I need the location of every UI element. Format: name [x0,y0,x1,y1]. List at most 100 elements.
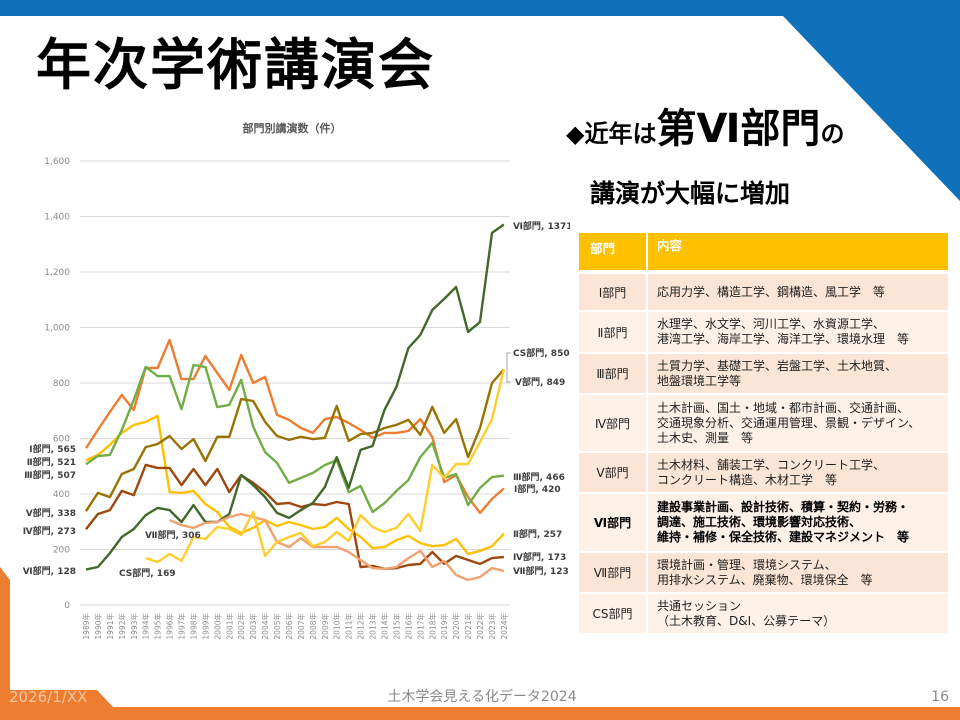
series-line-3 [85,363,505,514]
x-tick-label: 1999年 [200,613,210,640]
table-row: Ⅱ部門 水理学、水文学、河川工学、水資源工学、 港湾工学、海岸工学、海洋工学、環… [579,312,948,352]
table-row: Ⅳ部門 土木計画、国土・地域・都市計画、交通計画、 交通現象分析、交通運用管理、… [579,395,948,451]
x-tick-label: 2015年 [391,613,401,640]
content-line: 土質力学、基礎工学、岩盤工学、土木地質、 [657,358,898,373]
x-tick-label: 2016年 [403,613,413,640]
data-label-start: Ⅵ部門, 128 [23,565,76,577]
headline-post: の [820,120,845,148]
series-line-1 [84,338,505,515]
y-tick-label: 1,000 [44,324,70,334]
x-tick-label: 2024年 [499,613,509,640]
table-row: Ⅴ部門 土木材料、舗装工学、コンクリート工学、 コンクリート構造、木材工学 等 [579,453,948,492]
content-cell: 建設事業計画、設計技術、積算・契約・労務・ 調達、施工技術、環境影響対応技術、 … [646,494,948,551]
content-line: 建設事業計画、設計技術、積算・契約・労務・ [657,500,910,514]
data-label-end: Ⅴ部門, 849 [515,376,565,388]
series-lines [84,223,506,582]
x-tick-label: 2003年 [248,613,258,640]
top-blue-band [0,0,960,201]
content-line: 応用力学、構造工学、鋼構造、風工学 等 [657,284,886,299]
division-cell: Ⅴ部門 [596,466,629,480]
division-cell: Ⅶ部門 [593,566,632,580]
content-cell: 水理学、水文学、河川工学、水資源工学、 港湾工学、海岸工学、海洋工学、環境水理 … [646,312,948,352]
content-line: 調達、施工技術、環境影響対応技術、 [657,515,862,529]
line-chart: 部門別講演数（件） 0 200 400 600 800 1,000 1,200 1,400 1,… [23,121,570,640]
content-cell: 応用力学、構造工学、鋼構造、風工学 等 [646,274,948,310]
x-axis-tick-labels: 1989年 1990年 1991年 1992年 1993年 1994年 1995年 1996年… [81,613,509,640]
division-table: 部門 内容 Ⅰ部門 応用力学、構造工学、鋼構造、風工学 等 Ⅱ部門 水理学、水文… [579,233,948,635]
content-cell: 土木計画、国土・地域・都市計画、交通計画、 交通現象分析、交通運用管理、景観・デ… [646,395,948,451]
data-label-start: Ⅶ部門, 306 [145,529,201,541]
x-tick-label: 2006年 [284,613,294,640]
division-cell: Ⅳ部門 [594,416,631,431]
x-tick-label: 2004年 [260,613,270,640]
x-tick-label: 2000年 [212,613,222,640]
content-line: 維持・補修・保全技術、建設マネジメント 等 [657,530,910,544]
content-cell: 土木材料、舗装工学、コンクリート工学、 コンクリート構造、木材工学 等 [646,453,948,492]
x-tick-label: 2012年 [356,613,366,640]
x-tick-label: 1997年 [177,613,187,640]
x-tick-label: 2014年 [380,613,390,640]
y-tick-label: 600 [53,435,70,445]
series-line-2 [85,414,505,556]
series-line-4 [85,463,505,571]
division-cell: Ⅲ部門 [596,367,629,381]
content-line: 共通セッション [657,598,742,613]
data-label-end: CS部門, 850 [513,347,570,359]
y-tick-label: 800 [53,379,70,389]
x-tick-label: 2022年 [475,613,485,640]
x-tick-label: 2010年 [332,613,342,640]
headline-line-2: 講演が大幅に増加 [590,179,791,208]
series-line-8 [145,368,506,564]
x-tick-label: 2020年 [451,613,461,640]
headline-emphasis: 第Ⅵ部門 [656,106,821,152]
content-cell: 共通セッション （土木教育、D&I、公募テーマ） [646,594,948,633]
data-label-end: Ⅵ部門, 1371 [513,220,570,232]
x-tick-label: 2013年 [368,613,378,640]
table-row-highlighted: Ⅵ部門 建設事業計画、設計技術、積算・契約・労務・ 調達、施工技術、環境影響対応… [579,494,948,551]
data-label-start: Ⅰ部門, 565 [29,443,76,455]
headline-pre: 近年は [584,120,657,148]
y-tick-label: 200 [53,546,70,556]
header-division: 部門 [590,241,616,256]
header-content: 内容 [646,233,948,270]
content-line: 土木計画、国土・地域・都市計画、交通計画、 [657,400,910,415]
content-line: 交通現象分析、交通運用管理、景観・デザイン、 [657,415,921,430]
division-cell: CS部門 [592,607,633,621]
page-number: 16 [931,689,949,705]
content-line: コンクリート構造、木材工学 等 [657,472,838,487]
data-labels: Ⅰ部門, 565 Ⅰ部門, 420 Ⅱ部門, 521 Ⅱ部門, 257 Ⅲ部門, 507… [23,220,570,579]
table-header-row: 部門 内容 [579,233,948,270]
data-label-end: Ⅶ部門, 123 [513,565,569,577]
y-tick-label: 1,200 [44,268,70,278]
y-tick-label: 0 [64,601,70,611]
content-line: 土木史、測量 等 [657,430,754,445]
x-tick-label: 1993年 [129,613,139,640]
x-tick-label: 2001年 [224,613,234,640]
data-label-end: Ⅱ部門, 257 [513,528,562,540]
data-label-end: Ⅰ部門, 420 [514,483,561,495]
data-label-start: Ⅲ部門, 507 [24,469,76,481]
x-tick-label: 2002年 [236,613,246,640]
y-axis-tick-labels: 0 200 400 600 800 1,000 1,200 1,400 1,600 [44,157,70,611]
x-tick-label: 2023年 [487,613,497,640]
x-tick-label: 1989年 [81,613,91,640]
x-tick-label: 1995年 [153,613,163,640]
x-tick-label: 1998年 [188,613,198,640]
table-row: CS部門 共通セッション （土木教育、D&I、公募テーマ） [579,594,948,633]
data-label-end: Ⅳ部門, 173 [513,551,566,563]
content-line: 用排水システム、廃棄物、環境保全 等 [657,572,873,587]
content-cell: 環境計画・管理、環境システム、 用排水システム、廃棄物、環境保全 等 [646,553,948,592]
x-tick-label: 2008年 [308,613,318,640]
content-line: 環境計画・管理、環境システム、 [657,557,837,572]
table-row: Ⅲ部門 土質力学、基礎工学、岩盤工学、土木地質、 地盤環境工学等 [579,354,948,393]
chart-title: 部門別講演数（件） [243,121,342,135]
content-line: 土木材料、舗装工学、コンクリート工学、 [657,457,886,472]
data-label-start: Ⅳ部門, 273 [23,525,76,537]
series-line-6 [85,223,505,571]
footer-date: 2026/1/XX [9,688,88,706]
content-line: （土木教育、D&I、公募テーマ） [657,613,836,628]
x-tick-label: 2021年 [463,613,473,640]
division-cell: Ⅱ部門 [597,325,628,340]
gridlines [80,160,510,606]
x-tick-label: 2017年 [415,613,425,640]
